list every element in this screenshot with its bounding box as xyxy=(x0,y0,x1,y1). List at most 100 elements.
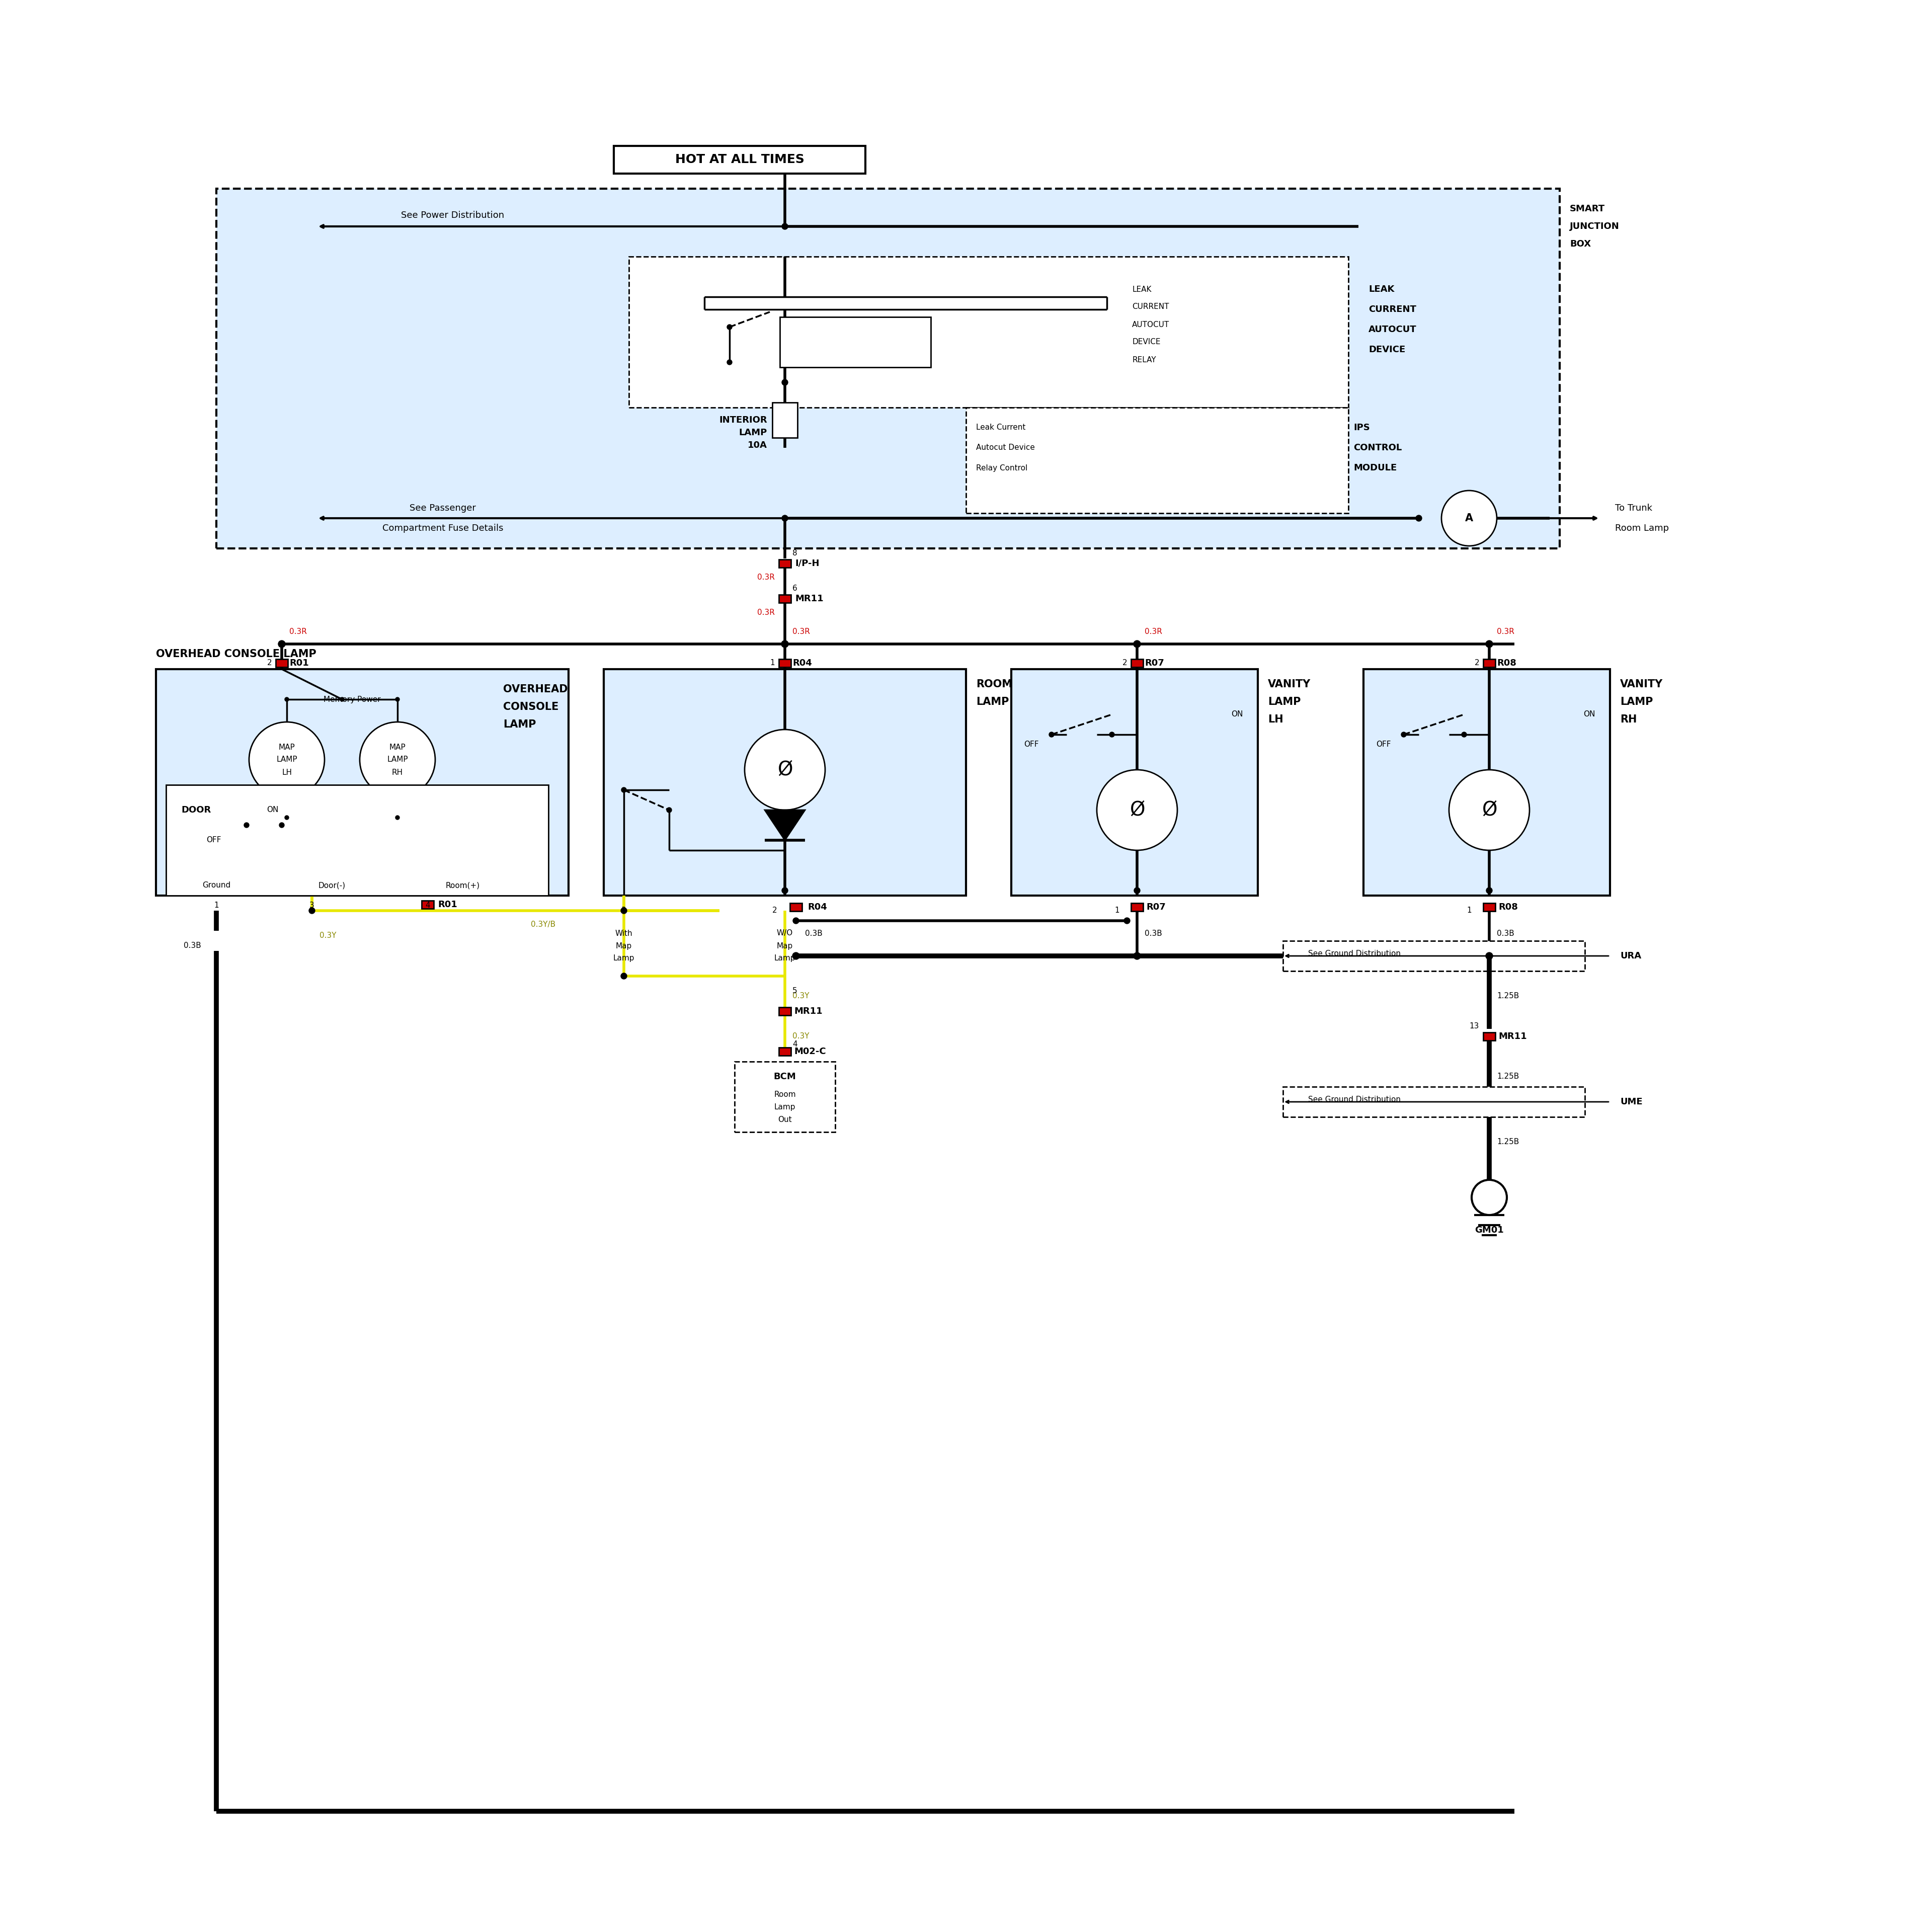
Text: MAP: MAP xyxy=(278,744,296,752)
Circle shape xyxy=(1463,732,1466,738)
Circle shape xyxy=(1486,641,1493,647)
Circle shape xyxy=(744,730,825,810)
Bar xyxy=(779,1007,790,1016)
Text: Map: Map xyxy=(616,943,632,951)
Text: R08: R08 xyxy=(1499,902,1519,912)
Bar xyxy=(166,784,549,896)
Bar xyxy=(779,659,790,667)
Text: 0.3R: 0.3R xyxy=(792,628,810,636)
Text: 0.3Y: 0.3Y xyxy=(319,931,336,939)
Text: See Ground Distribution: See Ground Distribution xyxy=(1308,1095,1401,1103)
Text: 4: 4 xyxy=(792,1039,798,1047)
Circle shape xyxy=(667,808,672,813)
Text: 3: 3 xyxy=(309,902,315,910)
Text: LEAK: LEAK xyxy=(1368,284,1395,294)
Circle shape xyxy=(1134,641,1140,647)
Text: OFF: OFF xyxy=(1376,740,1391,748)
Text: 0.3B: 0.3B xyxy=(1497,929,1515,937)
Circle shape xyxy=(359,723,435,798)
Text: R04: R04 xyxy=(792,659,811,668)
Text: See Passenger: See Passenger xyxy=(410,504,475,512)
Text: Out: Out xyxy=(779,1115,792,1122)
Polygon shape xyxy=(765,810,806,840)
Circle shape xyxy=(792,952,800,960)
Text: M02-C: M02-C xyxy=(794,1047,827,1057)
Text: Ø: Ø xyxy=(1482,800,1497,819)
Text: LAMP: LAMP xyxy=(276,755,298,763)
Text: JUNCTION: JUNCTION xyxy=(1569,222,1619,232)
Circle shape xyxy=(280,823,284,827)
Bar xyxy=(781,317,931,367)
Text: Leak Current: Leak Current xyxy=(976,423,1026,431)
Circle shape xyxy=(1401,732,1406,738)
Text: CURRENT: CURRENT xyxy=(1368,305,1416,313)
Text: Memory Power: Memory Power xyxy=(323,696,381,703)
Bar xyxy=(779,560,790,568)
Text: 2: 2 xyxy=(267,659,272,667)
Circle shape xyxy=(1097,769,1177,850)
Text: MR11: MR11 xyxy=(794,1007,823,1016)
Bar xyxy=(773,402,798,439)
Text: 1: 1 xyxy=(771,659,775,667)
Text: 0.3R: 0.3R xyxy=(757,574,775,582)
Text: 0.3Y/B: 0.3Y/B xyxy=(531,922,556,927)
Circle shape xyxy=(1472,1180,1507,1215)
Circle shape xyxy=(1486,952,1493,960)
Text: 2: 2 xyxy=(773,906,777,914)
Text: RH: RH xyxy=(392,769,404,777)
Text: IPS: IPS xyxy=(1354,423,1370,433)
Text: LAMP: LAMP xyxy=(976,697,1009,707)
Text: 1: 1 xyxy=(1466,906,1472,914)
Text: LAMP: LAMP xyxy=(738,429,767,437)
Bar xyxy=(1130,659,1144,667)
Text: To Trunk: To Trunk xyxy=(1615,504,1652,512)
Text: See Power Distribution: See Power Distribution xyxy=(402,211,504,220)
Text: CONSOLE: CONSOLE xyxy=(502,701,558,711)
Text: OVERHEAD CONSOLE LAMP: OVERHEAD CONSOLE LAMP xyxy=(156,649,317,659)
Text: VANITY: VANITY xyxy=(1621,680,1663,690)
Text: LAMP: LAMP xyxy=(1267,697,1300,707)
Text: 0.3Y: 0.3Y xyxy=(792,993,810,1001)
Text: Lamp: Lamp xyxy=(612,954,634,962)
Bar xyxy=(790,902,802,912)
Text: R01: R01 xyxy=(290,659,309,668)
Text: 6: 6 xyxy=(792,585,798,593)
Bar xyxy=(734,1061,835,1132)
Text: BCM: BCM xyxy=(773,1072,796,1082)
Text: DEVICE: DEVICE xyxy=(1368,346,1405,354)
Text: 0.3R: 0.3R xyxy=(1144,628,1163,636)
Text: Lamp: Lamp xyxy=(775,1103,796,1111)
Bar xyxy=(603,668,966,896)
Text: GM01: GM01 xyxy=(1474,1225,1503,1235)
Text: 2: 2 xyxy=(1474,659,1480,667)
Text: ON: ON xyxy=(267,806,278,813)
Circle shape xyxy=(782,516,788,522)
Text: 5: 5 xyxy=(792,987,798,995)
Text: R07: R07 xyxy=(1144,659,1165,668)
Circle shape xyxy=(396,697,400,701)
Text: MR11: MR11 xyxy=(794,595,823,603)
Text: 1.25B: 1.25B xyxy=(1497,1072,1519,1080)
Circle shape xyxy=(1441,491,1497,547)
Bar xyxy=(156,668,568,896)
Text: 1: 1 xyxy=(214,902,218,910)
Text: LAMP: LAMP xyxy=(502,719,535,730)
Text: Map: Map xyxy=(777,943,792,951)
Text: Room(+): Room(+) xyxy=(446,881,479,889)
Text: LAMP: LAMP xyxy=(386,755,408,763)
Circle shape xyxy=(726,325,732,330)
Bar xyxy=(1010,668,1258,896)
Text: Lamp: Lamp xyxy=(775,954,796,962)
Text: 13: 13 xyxy=(1470,1022,1480,1030)
Text: 2: 2 xyxy=(1122,659,1126,667)
Text: 1.25B: 1.25B xyxy=(1497,993,1519,1001)
Text: LH: LH xyxy=(282,769,292,777)
Circle shape xyxy=(243,823,249,827)
Text: 0.3R: 0.3R xyxy=(757,609,775,616)
Circle shape xyxy=(1416,516,1422,522)
Text: AUTOCUT: AUTOCUT xyxy=(1368,325,1416,334)
Text: R01: R01 xyxy=(439,900,458,910)
Text: BOX: BOX xyxy=(1569,240,1590,249)
Circle shape xyxy=(622,788,626,792)
Text: VANITY: VANITY xyxy=(1267,680,1310,690)
